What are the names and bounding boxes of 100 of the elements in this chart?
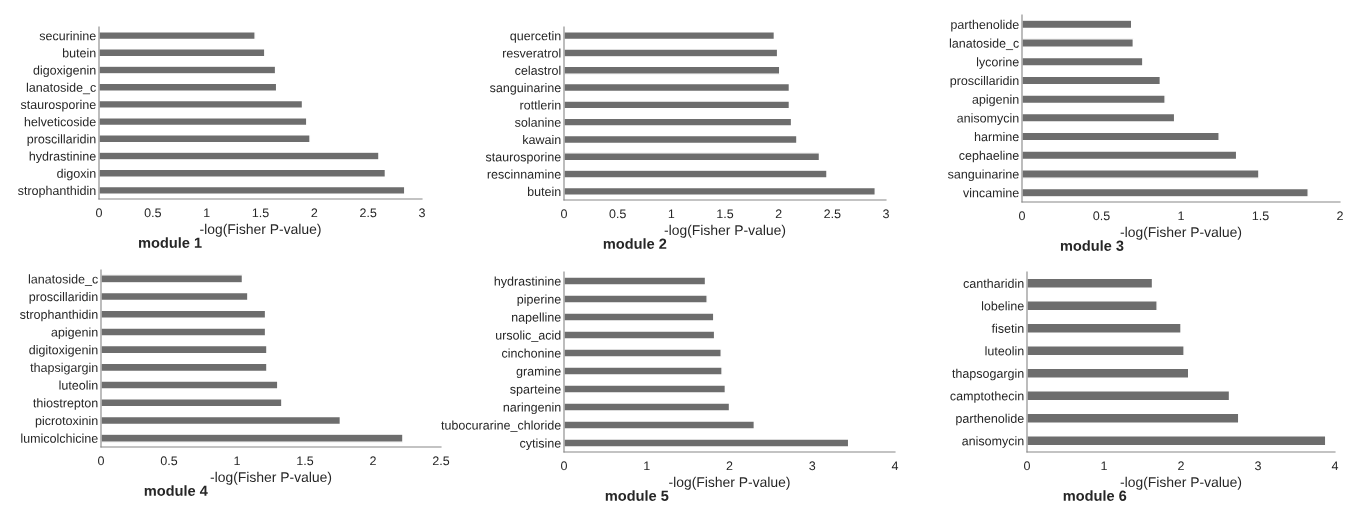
y-tick-label: vincamine bbox=[962, 188, 1019, 198]
y-tick-label: parthenolide bbox=[956, 413, 1024, 426]
x-tick-label: 3 bbox=[809, 461, 816, 471]
y-tick-label: sanguinarine bbox=[489, 83, 561, 95]
bar bbox=[101, 344, 268, 355]
y-tick-label: resveratrol bbox=[503, 48, 561, 58]
bar bbox=[564, 31, 776, 41]
bar bbox=[99, 168, 387, 178]
x-axis-title: -log(Fisher P-value) bbox=[669, 476, 790, 490]
y-tick-label: parthenolide bbox=[951, 19, 1019, 32]
bar bbox=[1027, 434, 1327, 447]
y-tick-label: sparteine bbox=[510, 384, 561, 397]
bar bbox=[564, 65, 781, 75]
bar bbox=[564, 366, 723, 376]
y-tick-label: lycorine bbox=[976, 57, 1019, 69]
y-tick-label: apigenin bbox=[972, 94, 1019, 107]
x-tick-label: 2 bbox=[311, 208, 318, 218]
y-tick-label: hydrastinine bbox=[494, 276, 561, 289]
y-tick-label: picrotoxinin bbox=[35, 415, 98, 428]
bar bbox=[1027, 367, 1190, 380]
x-tick-label: 0.5 bbox=[609, 209, 626, 219]
bar bbox=[564, 312, 715, 322]
bar bbox=[564, 420, 756, 430]
y-tick-label: anisomycin bbox=[957, 113, 1019, 125]
bar bbox=[1022, 38, 1134, 48]
y-tick-label: piperine bbox=[517, 294, 561, 307]
bar bbox=[101, 309, 267, 319]
x-tick-label: 1.5 bbox=[1252, 211, 1269, 221]
y-tick-label: thapsigargin bbox=[30, 362, 98, 375]
bar bbox=[1022, 169, 1260, 179]
y-tick-label: digoxigenin bbox=[33, 65, 96, 78]
y-tick-label: digoxin bbox=[57, 168, 96, 181]
bar bbox=[101, 291, 249, 302]
y-tick-label: gramine bbox=[516, 366, 561, 379]
bar bbox=[1022, 150, 1238, 161]
x-axis-title: -log(Fisher P-value) bbox=[664, 224, 786, 238]
x-tick-label: 2.5 bbox=[824, 209, 841, 219]
y-tick-label: cantharidin bbox=[963, 278, 1024, 288]
y-tick-label: lanatoside_c bbox=[949, 38, 1019, 51]
bar bbox=[564, 384, 727, 394]
bar bbox=[1022, 187, 1309, 198]
y-tick-label: butein bbox=[62, 48, 96, 58]
bar bbox=[1022, 94, 1166, 105]
x-tick-label: 2.5 bbox=[432, 456, 450, 466]
y-tick-label: luteolin bbox=[59, 380, 98, 390]
x-tick-label: 1 bbox=[234, 456, 240, 466]
y-tick-label: securinine bbox=[39, 31, 96, 41]
x-tick-label: 0.5 bbox=[144, 208, 161, 218]
y-tick-label: thiostrepton bbox=[33, 398, 98, 410]
y-tick-label: butein bbox=[527, 186, 561, 196]
bar bbox=[1027, 412, 1240, 425]
x-tick-label: 1 bbox=[204, 208, 210, 218]
bar bbox=[1027, 389, 1231, 402]
x-tick-label: 1.5 bbox=[252, 208, 269, 218]
bar bbox=[99, 31, 256, 41]
y-tick-label: staurosporine bbox=[20, 99, 96, 112]
y-tick-label: cephaeline bbox=[959, 150, 1019, 163]
bar bbox=[1022, 112, 1176, 123]
bar bbox=[101, 380, 279, 390]
text: module 4 bbox=[144, 485, 208, 496]
y-tick-label: strophanthidin bbox=[18, 185, 96, 198]
x-tick-label: 2 bbox=[726, 461, 733, 471]
bar bbox=[564, 186, 876, 196]
bar bbox=[564, 152, 821, 162]
x-tick-label: 0 bbox=[561, 461, 567, 471]
y-tick-label: luteolin bbox=[985, 346, 1024, 356]
x-tick-label: 3 bbox=[419, 208, 425, 218]
bar bbox=[564, 348, 722, 358]
x-tick-label: 2 bbox=[775, 209, 782, 219]
bar bbox=[99, 65, 277, 75]
x-tick-label: 2 bbox=[1337, 211, 1343, 221]
y-tick-label: celastrol bbox=[515, 65, 561, 75]
y-tick-label: quercetin bbox=[510, 31, 561, 43]
x-tick-label: 0.5 bbox=[1093, 211, 1110, 221]
y-tick-label: cinchonine bbox=[501, 348, 561, 358]
x-tick-label: 1.5 bbox=[717, 209, 734, 219]
bar bbox=[99, 134, 311, 144]
y-tick-label: thapsogargin bbox=[952, 368, 1024, 381]
bar bbox=[564, 134, 798, 145]
x-tick-label: 4 bbox=[1331, 461, 1339, 471]
bar bbox=[564, 169, 828, 179]
y-tick-label: lumicolchicine bbox=[21, 433, 98, 443]
y-tick-label: sanguinarine bbox=[947, 169, 1019, 182]
y-tick-label: kawain bbox=[523, 134, 561, 145]
text: module 5 bbox=[605, 490, 669, 501]
bar bbox=[101, 274, 244, 284]
x-tick-label: 3 bbox=[1255, 461, 1261, 471]
y-tick-label: naringenin bbox=[503, 402, 561, 415]
bar bbox=[1027, 322, 1182, 335]
y-tick-label: camptothecin bbox=[950, 391, 1024, 403]
x-tick-label: 0 bbox=[96, 208, 102, 218]
bar bbox=[99, 82, 278, 92]
bar bbox=[1027, 299, 1158, 312]
y-tick-label: helveticoside bbox=[24, 117, 96, 127]
y-tick-label: lanatoside_c bbox=[28, 274, 98, 286]
x-tick-label: 3 bbox=[883, 209, 889, 219]
x-tick-label: 0 bbox=[98, 456, 104, 466]
y-tick-label: strophanthidin bbox=[20, 309, 98, 322]
x-tick-label: 0 bbox=[1019, 211, 1025, 221]
x-tick-label: 1 bbox=[1178, 211, 1184, 221]
